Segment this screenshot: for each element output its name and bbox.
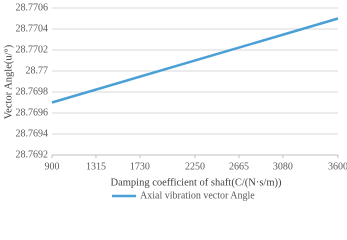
x-tick-label: 1730 [130,161,150,172]
x-tick-label: 3080 [273,161,293,172]
y-axis-title: Vector Angle(u/°) [3,44,14,119]
y-tick-label: 28.7694 [16,128,49,139]
x-tick-label: 3600 [328,161,347,172]
x-axis-title: Damping coefficient of shaft(C/(N·s/m)) [111,177,282,188]
y-tick-label: 28.7702 [16,44,49,55]
y-tick-label: 28.7704 [16,23,49,34]
y-tick-label: 28.77 [26,65,49,76]
x-tick-label: 2250 [185,161,205,172]
y-tick-label: 28.7696 [16,107,49,118]
x-tick-label: 1315 [86,161,106,172]
x-tick-label: 2665 [229,161,249,172]
data-line [51,17,339,104]
y-tick-label: 28.7706 [16,2,49,13]
y-tick-label: 28.7698 [16,86,49,97]
y-tick-label: 28.7692 [16,149,49,160]
x-tick-label: 900 [45,161,60,172]
chart: Damping coefficient of shaft(C/(N·s/m)) … [3,2,347,201]
legend-label: Axial vibration vector Angle [140,190,255,201]
